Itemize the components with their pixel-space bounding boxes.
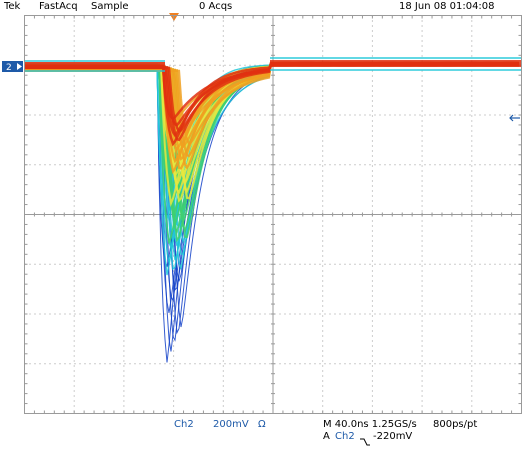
waveform-trace (25, 61, 520, 142)
waveform-trace (25, 62, 520, 352)
waveform-trace (25, 61, 519, 156)
channel-scale-label: 200mV (213, 419, 249, 430)
channel-2-marker-label: 2 (6, 63, 12, 73)
trigger-prefix-label: A (323, 431, 330, 442)
waveform-trace (25, 62, 519, 261)
baseline-noise (25, 60, 165, 62)
waveform-trace (25, 62, 520, 335)
waveform-trace (25, 62, 520, 221)
waveform-trace (25, 61, 520, 239)
trigger-level-label: -220mV (373, 431, 413, 442)
channel-2-marker[interactable]: 2 (2, 61, 23, 73)
sample-mode-label: Sample (91, 1, 129, 12)
waveform-trace (25, 61, 520, 243)
waveform-trace (25, 61, 520, 174)
waveform-trace (25, 62, 520, 342)
waveform-trace (25, 61, 520, 194)
waveform-trace (25, 61, 520, 183)
waveform-trace (25, 61, 519, 158)
waveform-trace (25, 61, 520, 188)
waveform-trace (25, 61, 520, 234)
horizontal-scale-label: M 40.0ns 1.25GS/s (323, 419, 417, 430)
waveform-trace (25, 61, 520, 134)
baseline-trace (270, 60, 521, 67)
waveform-trace (25, 61, 520, 163)
waveform-trace (25, 61, 520, 195)
acq-count-label: 0 Acqs (199, 1, 233, 12)
waveform-trace (25, 62, 520, 363)
waveform-trace (25, 62, 520, 313)
persistence-waveform (25, 57, 521, 363)
coupling-ohm-label: Ω (258, 419, 266, 430)
waveform-trace (25, 61, 520, 151)
waveform-trace (25, 62, 520, 263)
waveform-trace (25, 62, 520, 291)
falling-edge-icon (359, 432, 371, 446)
waveform-trace (25, 61, 520, 170)
waveform-trace (25, 61, 520, 207)
waveform-trace (25, 61, 520, 203)
waveform-trace (25, 61, 520, 194)
waveform-trace (25, 62, 520, 271)
waveform-trace (25, 61, 520, 164)
waveform-trace (25, 61, 520, 165)
baseline-noise (270, 69, 521, 71)
waveform-trace (25, 61, 520, 226)
waveform-trace (25, 61, 520, 228)
waveform-trace (25, 62, 519, 255)
waveform-trace (25, 62, 520, 271)
waveform-trace (25, 61, 520, 200)
waveform-trace (25, 61, 520, 136)
graticule-grid (24, 15, 522, 414)
waveform-trace (25, 61, 520, 244)
waveform-trace (25, 61, 520, 153)
waveform-trace (25, 61, 520, 201)
acq-mode-label: FastAcq (39, 1, 78, 12)
waveform-trace (25, 61, 520, 134)
baseline-noise (25, 70, 165, 72)
trigger-level-icon[interactable] (509, 114, 520, 122)
channel-name-label: Ch2 (174, 419, 194, 430)
waveform-trace (25, 61, 520, 138)
baseline-trace (25, 62, 165, 69)
record-resolution-label: 800ps/pt (433, 419, 478, 430)
waveform-trace (25, 62, 519, 303)
baseline-noise (270, 57, 521, 59)
waveform-trace (25, 61, 520, 234)
waveform-trace (25, 61, 520, 204)
waveform-trace (25, 61, 520, 127)
waveform-trace (25, 61, 519, 178)
brand-label: Tek (4, 1, 21, 12)
waveform-trace (25, 61, 519, 191)
datetime-label: 18 Jun 08 01:04:08 (399, 1, 495, 12)
trigger-source-label: Ch2 (335, 431, 355, 442)
